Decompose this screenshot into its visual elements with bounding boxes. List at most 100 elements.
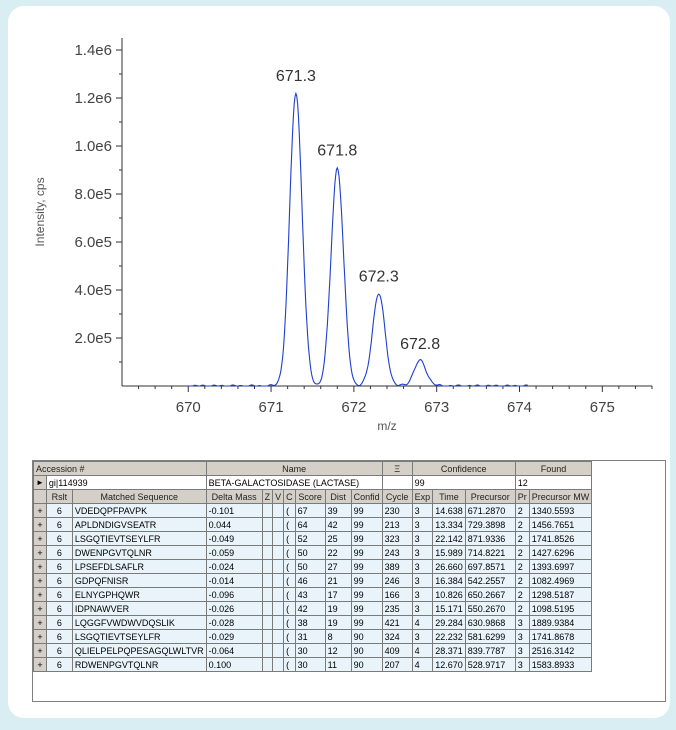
table-cell	[272, 629, 285, 644]
x-tick-label: 675	[590, 399, 615, 416]
table-cell: 650.2667	[464, 587, 516, 602]
table-row[interactable]: +6 APLDNDIGVSEATR 0.044 (64 42 99 213 3 13.334 72…	[33, 517, 593, 532]
expand-icon[interactable]: +	[33, 559, 47, 574]
table-cell: 6	[45, 559, 73, 574]
protein-row[interactable]: ► gi|114939 BETA-GALACTOSIDASE (LACTASE)…	[33, 475, 593, 490]
column-header[interactable]: Score	[294, 489, 326, 504]
table-cell: -0.014	[205, 573, 263, 588]
table-cell: 6	[45, 573, 73, 588]
table-cell: 11	[324, 657, 352, 672]
table-row[interactable]: +6 LSGQTIEVTSEYLFR -0.049 (52 25 99 323 3 22.142…	[33, 531, 593, 546]
table-cell: 2	[514, 601, 530, 616]
protein-name-value: BETA-GALACTOSIDASE (LACTASE)	[205, 475, 383, 490]
table-cell: 1741.8526	[528, 531, 593, 546]
expand-icon[interactable]: +	[33, 573, 47, 588]
table-row[interactable]: +6 DWENPGVTQLNR -0.059 (50 22 99 243 3 15.989 714…	[33, 545, 593, 560]
expand-icon[interactable]: +	[33, 517, 47, 532]
table-cell: 323	[381, 531, 413, 546]
table-cell: 3	[411, 545, 434, 560]
table-cell	[272, 531, 285, 546]
column-header[interactable]: C	[283, 489, 296, 504]
table-cell: 230	[381, 503, 413, 518]
table-cell: RDWENPGVTQLNR	[71, 657, 207, 672]
table-cell	[261, 601, 274, 616]
table-cell: 714.8221	[464, 545, 516, 560]
column-header[interactable]: Precursor	[464, 489, 516, 504]
sort-header[interactable]: Ξ	[381, 461, 413, 476]
table-row[interactable]: +6 ELNYGPHQWR -0.096 (43 17 99 166 3 10.826 650.2…	[33, 587, 593, 602]
table-cell: 90	[350, 629, 383, 644]
table-row[interactable]: +6 RDWENPGVTQLNR 0.100 (30 11 90 207 4 12.670 528…	[33, 657, 593, 672]
table-row[interactable]: +6 VDEDQPFPAVPK -0.101 (67 39 99 230 3 14.638 671…	[33, 503, 593, 518]
table-cell: 22.142	[432, 531, 466, 546]
x-tick-label: 673	[424, 399, 449, 416]
table-cell: APLDNDIGVSEATR	[71, 517, 207, 532]
column-header[interactable]: Rslt	[45, 489, 73, 504]
column-header[interactable]: V	[272, 489, 285, 504]
table-cell: 15.171	[432, 601, 466, 616]
accession-header[interactable]: Accession #	[33, 461, 207, 476]
table-cell: ELNYGPHQWR	[71, 587, 207, 602]
table-cell: 13.334	[432, 517, 466, 532]
column-header[interactable]: Confid	[350, 489, 383, 504]
table-cell: 2	[514, 517, 530, 532]
x-tick-label: 670	[176, 399, 201, 416]
confidence-header[interactable]: Confidence	[411, 461, 516, 476]
expand-icon[interactable]: +	[33, 531, 47, 546]
expand-icon[interactable]: +	[33, 601, 47, 616]
table-cell: 2	[514, 531, 530, 546]
expand-icon[interactable]: +	[33, 615, 47, 630]
table-cell: 1741.8678	[528, 629, 593, 644]
table-row[interactable]: +6 GDPQFNISR -0.014 (46 21 99 246 3 16.384 542.25…	[33, 573, 593, 588]
expand-icon[interactable]: +	[33, 643, 47, 658]
table-cell: 67	[294, 503, 326, 518]
table-cell	[261, 531, 274, 546]
table-cell: (	[283, 545, 296, 560]
found-value: 12	[514, 475, 593, 490]
table-cell: 99	[350, 517, 383, 532]
x-axis-label: m/z	[377, 419, 396, 433]
table-cell	[261, 629, 274, 644]
table-cell: 324	[381, 629, 413, 644]
table-row[interactable]: +6 QLIELPELPQPESAGQLWLTVR -0.064 (30 12 90 409…	[33, 643, 593, 658]
column-header[interactable]: Exp	[411, 489, 434, 504]
table-row[interactable]: +6 LQGGFVWDWVDQSLIK -0.028 (38 19 99 421 4 29.28…	[33, 615, 593, 630]
column-header[interactable]: Delta Mass	[205, 489, 263, 504]
column-header[interactable]: Precursor MW	[528, 489, 593, 504]
table-cell: 6	[45, 629, 73, 644]
expand-icon[interactable]: +	[33, 629, 47, 644]
found-header[interactable]: Found	[514, 461, 593, 476]
expand-icon[interactable]: +	[33, 503, 47, 518]
column-header[interactable]: Cycle	[381, 489, 413, 504]
column-header[interactable]: Dist	[324, 489, 352, 504]
name-header[interactable]: Name	[205, 461, 383, 476]
y-axis-label: Intensity, cps	[33, 177, 47, 246]
table-row[interactable]: +6 LSGQTIEVTSEYLFR -0.029(31 8 90 324 3 22.232 5…	[33, 629, 593, 644]
column-header[interactable]: Z	[261, 489, 274, 504]
table-cell: 6	[45, 503, 73, 518]
table-cell: 15.989	[432, 545, 466, 560]
table-cell: 99	[350, 573, 383, 588]
column-header[interactable]: Time	[432, 489, 466, 504]
column-header[interactable]: Pr	[514, 489, 530, 504]
expand-column-header	[33, 489, 47, 504]
peptide-results-table: Accession # Name Ξ Confidence Found ► gi…	[32, 460, 666, 702]
expand-icon[interactable]: +	[33, 657, 47, 672]
table-cell: 3	[514, 615, 530, 630]
table-cell: 28.371	[432, 643, 466, 658]
table-cell: 1456.7651	[528, 517, 593, 532]
table-cell: 50	[294, 545, 326, 560]
column-header[interactable]: Matched Sequence	[71, 489, 207, 504]
table-cell: 42	[324, 517, 352, 532]
table-cell: -0.096	[205, 587, 263, 602]
table-cell: 12.670	[432, 657, 466, 672]
expand-icon[interactable]: +	[33, 587, 47, 602]
y-tick-label: 1.0e6	[74, 138, 112, 155]
table-row[interactable]: +6 LPSEFDLSAFLR -0.024 (50 27 99 389 3 26.660 697…	[33, 559, 593, 574]
table-cell: LQGGFVWDWVDQSLIK	[71, 615, 207, 630]
peak-label: 672.8	[400, 336, 440, 353]
row-selector-icon[interactable]: ►	[33, 475, 47, 490]
table-cell: 19	[324, 601, 352, 616]
expand-icon[interactable]: +	[33, 545, 47, 560]
table-row[interactable]: +6 IDPNAWVER -0.026 (42 19 99 235 3 15.171 550.26…	[33, 601, 593, 616]
